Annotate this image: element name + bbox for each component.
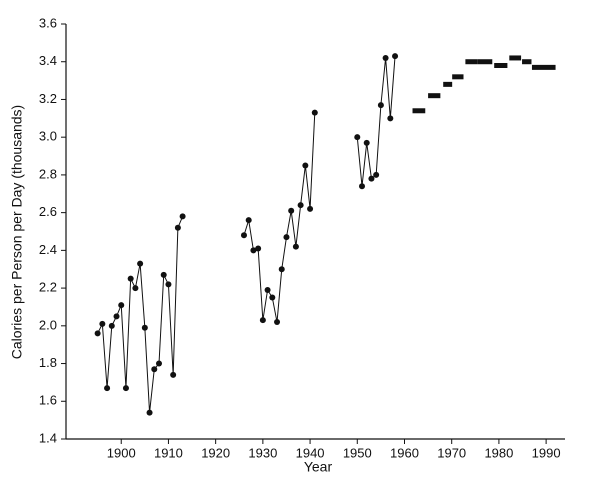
data-point (259, 317, 266, 324)
data-point (174, 224, 181, 231)
data-point (151, 366, 158, 373)
data-point (255, 245, 262, 252)
data-point (104, 385, 111, 392)
data-point (292, 243, 299, 250)
data-point (302, 162, 309, 169)
data-point (137, 260, 144, 267)
data-point (94, 330, 101, 337)
data-point (179, 213, 186, 220)
data-point (118, 302, 125, 309)
data-point (359, 183, 366, 190)
y-tick-label: 2.0 (39, 317, 57, 332)
y-tick-label: 2.8 (39, 166, 57, 181)
y-tick-label: 3.2 (39, 91, 57, 106)
y-tick-label: 1.6 (39, 393, 57, 408)
x-tick-label: 1940 (296, 445, 325, 460)
data-point (141, 324, 148, 331)
x-tick-label: 1960 (390, 445, 419, 460)
data-point (264, 286, 271, 293)
x-axis-label: Year (304, 459, 333, 475)
y-tick-label: 1.4 (39, 430, 57, 445)
x-tick-label: 1990 (532, 445, 561, 460)
data-point (368, 175, 375, 182)
data-point (373, 171, 380, 178)
data-point (269, 294, 276, 301)
data-point (382, 54, 389, 61)
y-tick-label: 2.2 (39, 280, 57, 295)
data-point (250, 247, 257, 254)
data-point (274, 319, 281, 326)
data-point (165, 281, 172, 288)
data-point (311, 109, 318, 116)
data-point (307, 205, 314, 212)
data-point (283, 234, 290, 241)
data-point (99, 320, 106, 327)
y-tick-label: 3.4 (39, 53, 57, 68)
data-point (160, 271, 167, 278)
x-tick-label: 1980 (484, 445, 513, 460)
data-point (170, 371, 177, 378)
data-line (97, 216, 184, 413)
x-tick-label: 1970 (437, 445, 466, 460)
data-point (245, 217, 252, 224)
y-tick-label: 2.4 (39, 242, 57, 257)
y-tick-label: 1.8 (39, 355, 57, 370)
x-tick-label: 1930 (248, 445, 277, 460)
data-point (122, 385, 129, 392)
data-point (377, 102, 384, 109)
y-tick-label: 3.6 (39, 15, 57, 30)
data-point (127, 275, 134, 282)
data-point (113, 313, 120, 320)
y-tick-label: 3.0 (39, 129, 57, 144)
y-tick-label: 2.6 (39, 204, 57, 219)
data-point (146, 409, 153, 416)
data-point (392, 53, 399, 60)
data-point (297, 202, 304, 209)
x-tick-label: 1950 (343, 445, 372, 460)
data-point (288, 207, 295, 214)
x-tick-label: 1910 (154, 445, 183, 460)
data-point (108, 322, 115, 329)
y-axis-label: Calories per Person per Day (thousands) (9, 105, 25, 359)
data-point (363, 139, 370, 146)
data-point (156, 360, 163, 367)
data-line (243, 112, 316, 323)
data-point (132, 285, 139, 292)
data-point (354, 134, 361, 141)
x-tick-label: 1920 (201, 445, 230, 460)
data-point (240, 232, 247, 239)
x-tick-label: 1900 (107, 445, 136, 460)
data-point (278, 266, 285, 273)
data-point (387, 115, 394, 122)
